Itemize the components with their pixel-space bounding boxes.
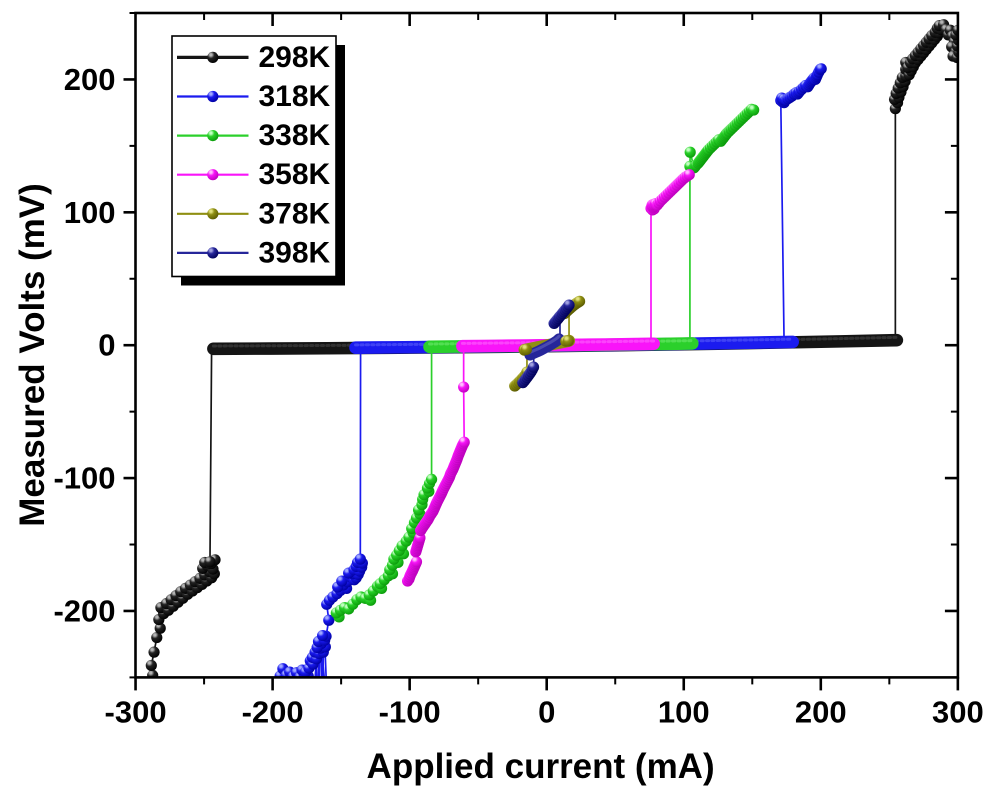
svg-text:318K: 318K [259, 80, 331, 113]
svg-text:200: 200 [64, 62, 116, 97]
svg-text:100: 100 [64, 195, 116, 230]
svg-text:0: 0 [538, 695, 555, 730]
svg-text:-300: -300 [105, 695, 167, 730]
svg-text:Applied current (mA): Applied current (mA) [367, 747, 715, 786]
svg-text:398K: 398K [259, 236, 331, 269]
svg-text:200: 200 [795, 695, 847, 730]
svg-text:100: 100 [658, 695, 710, 730]
svg-text:358K: 358K [259, 158, 331, 191]
svg-text:378K: 378K [259, 197, 331, 230]
svg-text:338K: 338K [259, 119, 331, 152]
svg-text:Measured Volts (mV): Measured Volts (mV) [13, 183, 52, 527]
svg-text:-100: -100 [379, 695, 441, 730]
svg-text:298K: 298K [259, 41, 331, 74]
svg-text:-100: -100 [53, 461, 115, 496]
svg-text:300: 300 [932, 695, 984, 730]
svg-text:-200: -200 [242, 695, 304, 730]
svg-text:0: 0 [98, 328, 115, 363]
svg-text:-200: -200 [53, 593, 115, 628]
